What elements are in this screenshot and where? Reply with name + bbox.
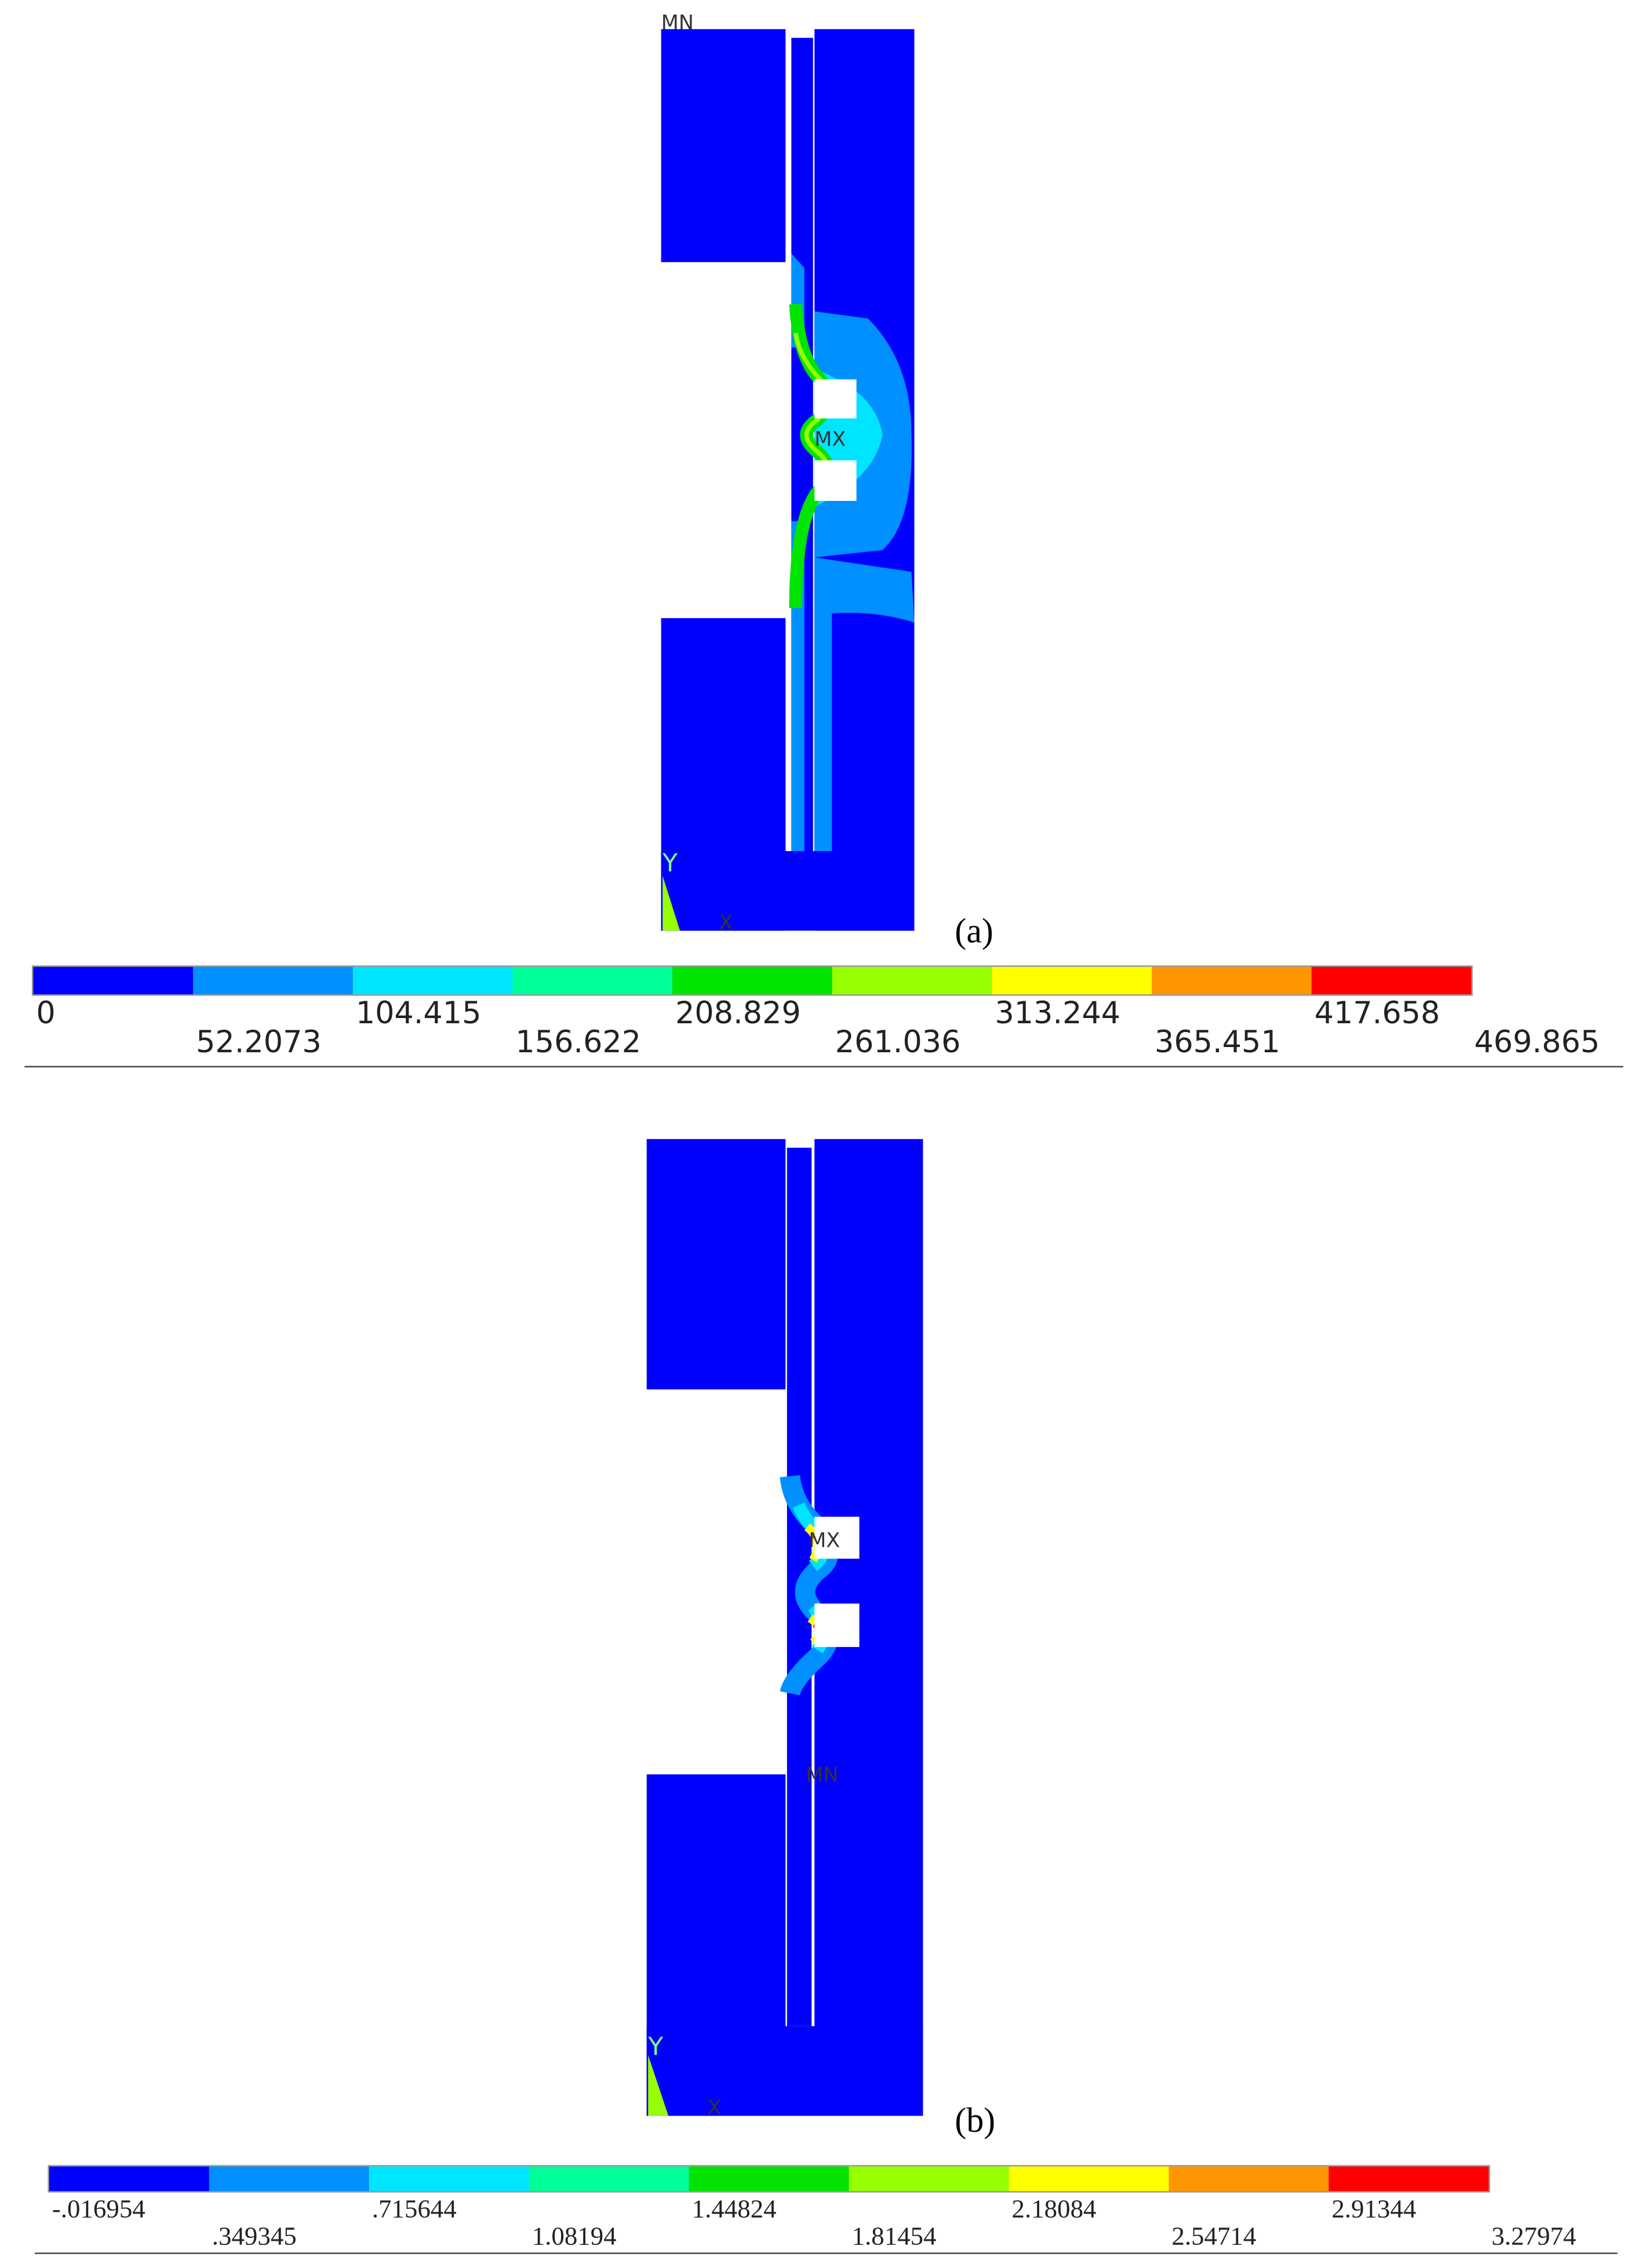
legend-tick-label: 208.829 <box>675 995 801 1031</box>
legend-tick-label: 1.44824 <box>692 2194 777 2223</box>
legend-tick-label: .715644 <box>372 2194 457 2223</box>
legend-swatch <box>1311 966 1472 995</box>
hole <box>814 1517 860 1559</box>
legend-tick-label: .349345 <box>212 2222 297 2251</box>
legend-swatch <box>33 966 194 995</box>
legend-swatch <box>209 2166 369 2191</box>
legend-swatch <box>49 2166 209 2191</box>
min-marker: MN <box>661 11 694 34</box>
legend-swatch <box>529 2166 689 2191</box>
legend-tick-label: 313.244 <box>995 995 1120 1031</box>
max-marker: MX <box>809 1529 840 1553</box>
legend-swatch <box>369 2166 529 2191</box>
legend-swatch <box>1152 966 1312 995</box>
hole <box>814 460 857 501</box>
legend-tick-label: 2.91344 <box>1331 2194 1416 2223</box>
legend-swatch <box>832 966 992 995</box>
legend-swatch <box>689 2166 849 2191</box>
legend-tick-label: 1.81454 <box>852 2222 937 2251</box>
hole <box>814 379 857 419</box>
legend-tick-label: 0 <box>36 995 55 1031</box>
model-a: MN MX Y X (a) <box>24 11 1623 1068</box>
max-marker: MX <box>814 428 846 451</box>
legend-swatch <box>1168 2166 1329 2191</box>
axis-label: Y <box>662 849 678 878</box>
legend-tick-label: 261.036 <box>835 1024 961 1060</box>
legend-tick-label: 104.415 <box>356 995 482 1031</box>
legend-tick-label: 2.18084 <box>1012 2194 1097 2223</box>
min-marker: MN <box>806 1764 838 1787</box>
legend-swatch <box>352 966 513 995</box>
legend-swatch <box>193 966 353 995</box>
legend-tick-label: 417.658 <box>1315 995 1440 1031</box>
legend-swatch <box>992 966 1152 995</box>
hole <box>814 1603 860 1647</box>
legend-tick-label: 52.2073 <box>196 1024 322 1060</box>
legend-tick-label: 1.08194 <box>532 2222 617 2251</box>
legend-swatch <box>512 966 673 995</box>
legend-swatch <box>672 966 832 995</box>
model-b: MN MX Y X (b) <box>34 1139 1618 2254</box>
axis-label: X <box>708 2096 722 2120</box>
contour <box>814 608 832 852</box>
legend-tick-label: 3.27974 <box>1491 2222 1576 2251</box>
block <box>646 1139 786 1390</box>
axis-label: X <box>719 911 733 935</box>
legend-swatch <box>849 2166 1009 2191</box>
legend-tick-label: -.016954 <box>52 2194 145 2223</box>
contour <box>814 557 915 623</box>
legend-swatch <box>1328 2166 1489 2191</box>
block <box>661 29 786 263</box>
panel-label: (b) <box>955 2101 995 2139</box>
legend-tick-label: 156.622 <box>515 1024 641 1060</box>
axis-label: Y <box>647 2033 663 2062</box>
legend-tick-label: 365.451 <box>1155 1024 1280 1060</box>
panel-label: (a) <box>955 911 993 950</box>
legend-swatch <box>1008 2166 1169 2191</box>
legend-tick-label: 2.54714 <box>1172 2222 1257 2251</box>
legend-tick-label: 469.865 <box>1474 1024 1600 1060</box>
